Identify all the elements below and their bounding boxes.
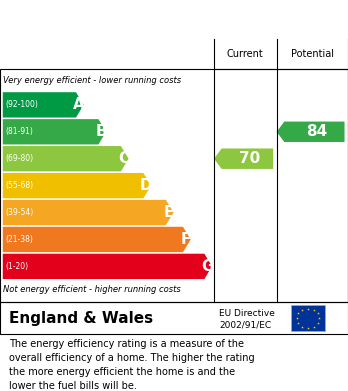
Text: Potential: Potential	[291, 49, 334, 59]
Text: (21-38): (21-38)	[5, 235, 33, 244]
Text: The energy efficiency rating is a measure of the
overall efficiency of a home. T: The energy efficiency rating is a measur…	[9, 339, 254, 391]
Text: (39-54): (39-54)	[5, 208, 33, 217]
Polygon shape	[3, 119, 106, 144]
Text: (92-100): (92-100)	[5, 100, 38, 109]
Bar	[291, 305, 324, 332]
Text: (81-91): (81-91)	[5, 127, 33, 136]
Text: F: F	[181, 232, 191, 247]
Text: Not energy efficient - higher running costs: Not energy efficient - higher running co…	[3, 285, 181, 294]
Bar	[0, 69, 348, 302]
Text: (69-80): (69-80)	[5, 154, 33, 163]
Text: Very energy efficient - lower running costs: Very energy efficient - lower running co…	[3, 76, 182, 85]
Text: Current: Current	[227, 49, 264, 59]
Text: C: C	[118, 151, 129, 166]
Text: 70: 70	[239, 151, 260, 166]
Text: EU Directive: EU Directive	[219, 309, 275, 318]
Text: E: E	[163, 205, 174, 220]
Text: 84: 84	[306, 124, 327, 139]
Text: G: G	[201, 259, 213, 274]
Text: 2002/91/EC: 2002/91/EC	[219, 321, 271, 330]
Polygon shape	[3, 227, 191, 252]
Text: D: D	[140, 178, 152, 193]
Polygon shape	[3, 92, 84, 118]
Text: Energy Efficiency Rating: Energy Efficiency Rating	[9, 12, 229, 27]
Polygon shape	[3, 173, 151, 198]
Text: (55-68): (55-68)	[5, 181, 33, 190]
Polygon shape	[214, 149, 273, 169]
Text: B: B	[95, 124, 107, 139]
Text: (1-20): (1-20)	[5, 262, 28, 271]
Polygon shape	[3, 254, 212, 279]
Polygon shape	[277, 122, 345, 142]
Text: England & Wales: England & Wales	[9, 311, 153, 326]
Polygon shape	[3, 146, 128, 171]
Text: A: A	[73, 97, 85, 112]
Polygon shape	[3, 200, 174, 225]
